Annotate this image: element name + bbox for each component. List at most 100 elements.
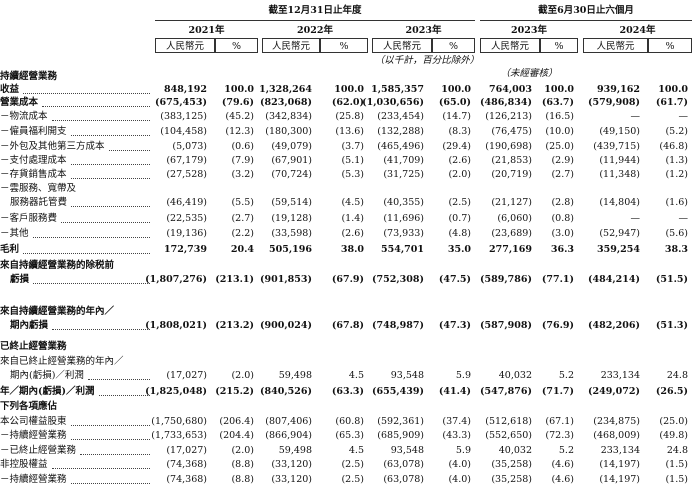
cell: (0.8)	[551, 213, 574, 224]
cell: (465,496)	[377, 141, 424, 152]
cell: 939,162	[597, 84, 640, 95]
cell: (46.8)	[659, 141, 688, 152]
cell: (1.3)	[665, 155, 688, 166]
cell: (2.6)	[448, 155, 471, 166]
unit: %	[432, 38, 475, 53]
cell: 100.0	[658, 84, 688, 95]
cell: (77.1)	[541, 274, 574, 285]
cell: (104,458)	[160, 126, 207, 137]
cell: (60.8)	[335, 416, 364, 427]
unit: %	[648, 38, 692, 53]
cell: (79.6)	[221, 97, 254, 108]
row-label: 收益	[0, 84, 20, 95]
unit: 人民幣元	[372, 38, 432, 53]
cell: (17,027)	[166, 370, 207, 381]
cell: (6,060)	[497, 213, 532, 224]
cell: (23,689)	[491, 228, 532, 239]
cell: 59,498	[278, 445, 312, 456]
rule	[155, 20, 475, 21]
cell: (67,901)	[271, 155, 312, 166]
cell: (2.2)	[231, 228, 254, 239]
cell: 4.5	[348, 445, 364, 456]
cell: (180,300)	[265, 126, 312, 137]
cell: (13.6)	[335, 126, 364, 137]
cell: 93,548	[390, 445, 424, 456]
cell: (2.0)	[231, 445, 254, 456]
cell: (41.4)	[438, 386, 471, 397]
cell: (589,786)	[480, 274, 532, 285]
leader	[70, 483, 150, 484]
row-label: 來自持續經營業務的年內／	[0, 306, 115, 317]
cell: (2.0)	[448, 169, 471, 180]
cell: (2.9)	[551, 155, 574, 166]
cell: (482,206)	[588, 320, 640, 331]
cell: 764,003	[489, 84, 532, 95]
leader	[70, 425, 150, 426]
leader	[23, 93, 150, 94]
leader	[51, 468, 150, 469]
cell: (1.2)	[665, 169, 688, 180]
cell: (5.5)	[231, 197, 254, 208]
cell: (14,197)	[599, 459, 640, 470]
row-label: 虧損	[10, 274, 30, 285]
leader	[70, 164, 150, 165]
row-label: 本公司權益股東	[0, 416, 67, 427]
cell: (748,987)	[372, 320, 424, 331]
cell: (47.5)	[438, 274, 471, 285]
cell: (5,073)	[172, 141, 207, 152]
unit: 人民幣元	[480, 38, 540, 53]
leader	[98, 395, 150, 396]
cell: 277,169	[489, 244, 532, 255]
cell: (27,528)	[166, 169, 207, 180]
cell: 35.0	[447, 244, 471, 255]
cell: (19,136)	[166, 228, 207, 239]
leader	[52, 329, 150, 330]
cell: (4.5)	[341, 197, 364, 208]
row-label: －存貨銷售成本	[0, 169, 67, 180]
cell: (0.7)	[448, 213, 471, 224]
cell: (65.0)	[438, 97, 471, 108]
row-label: －支付處理成本	[0, 155, 67, 166]
row-label: 非控股權益	[0, 459, 48, 470]
cell: (5.1)	[341, 155, 364, 166]
cell: (8.8)	[231, 474, 254, 485]
cell: (45.2)	[225, 111, 254, 122]
year: 2024年	[619, 25, 656, 36]
row-label: 毛利	[0, 244, 20, 255]
cell: (35,258)	[491, 474, 532, 485]
cell: (76,475)	[491, 126, 532, 137]
cell: (40,355)	[383, 197, 424, 208]
leader	[51, 120, 150, 121]
cell: (47.3)	[438, 320, 471, 331]
unit: %	[540, 38, 578, 53]
cell: (74,368)	[166, 474, 207, 485]
cell: (1,750,680)	[151, 416, 207, 427]
unit: %	[215, 38, 258, 53]
cell: (3.2)	[231, 169, 254, 180]
cell: (33,598)	[271, 228, 312, 239]
cell: 233,134	[600, 445, 640, 456]
cell: (234,875)	[593, 416, 640, 427]
cell: (2.8)	[551, 197, 574, 208]
cell: (12.3)	[225, 126, 254, 137]
cell: (2.0)	[231, 370, 254, 381]
cell: (37.4)	[442, 416, 471, 427]
row-label: 來自持續經營業務的除税前	[0, 260, 115, 271]
cell: (439,715)	[593, 141, 640, 152]
cell: 848,192	[164, 84, 207, 95]
cell: (14,804)	[599, 197, 640, 208]
cell: (51.3)	[655, 320, 688, 331]
cell: (29.4)	[442, 141, 471, 152]
row-label: －客戶服務費	[0, 213, 58, 224]
cell: (46,419)	[166, 197, 207, 208]
cell: (70,724)	[271, 169, 312, 180]
cell: 40,032	[498, 445, 532, 456]
cell: (1.5)	[665, 459, 688, 470]
cell: (866,904)	[265, 430, 312, 441]
cell: (249,072)	[588, 386, 640, 397]
unit: 人民幣元	[155, 38, 215, 53]
row-label: 期內虧損	[10, 320, 49, 331]
cell: (31,725)	[383, 169, 424, 180]
leader	[108, 150, 150, 151]
cell: 554,701	[381, 244, 424, 255]
